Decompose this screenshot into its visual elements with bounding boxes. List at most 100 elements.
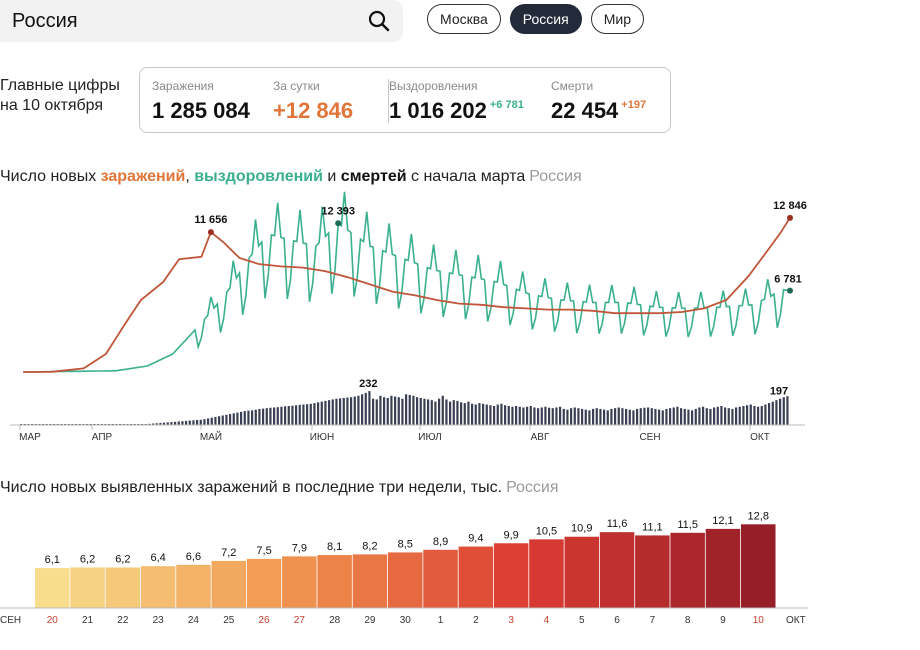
death-bar xyxy=(295,405,298,425)
death-bar xyxy=(412,395,415,425)
death-bar xyxy=(218,416,221,425)
annotation-label: 6 781 xyxy=(774,274,802,286)
death-bar xyxy=(320,401,323,425)
death-bar xyxy=(474,404,477,425)
death-bar xyxy=(284,406,287,425)
day-bar-value: 12,1 xyxy=(712,515,733,527)
title-infections-word: заражений xyxy=(100,168,186,185)
annotation-dot xyxy=(335,220,342,227)
month-label: МАР xyxy=(19,432,41,443)
death-bar xyxy=(621,408,624,425)
death-bar xyxy=(346,397,349,425)
stat-daily-label: За сутки xyxy=(273,79,320,93)
day-label: 2 xyxy=(473,615,479,626)
death-bar xyxy=(639,408,642,425)
day-bar-value: 7,5 xyxy=(256,545,271,557)
day-label: 8 xyxy=(685,615,691,626)
death-bar xyxy=(324,400,327,425)
day-bar xyxy=(493,543,529,608)
day-bar-value: 8,1 xyxy=(327,541,342,553)
death-bar xyxy=(383,397,386,425)
stat-daily: За сутки +12 846 xyxy=(273,79,353,124)
death-bar xyxy=(636,408,639,425)
death-bar xyxy=(441,395,444,425)
day-label: 9 xyxy=(720,615,726,626)
tab-world[interactable]: Мир xyxy=(590,4,644,34)
death-bar xyxy=(203,419,206,425)
month-label: АВГ xyxy=(531,432,550,443)
death-bar xyxy=(386,397,389,425)
death-bar xyxy=(551,408,554,425)
day-label: 26 xyxy=(258,615,270,626)
day-label: 22 xyxy=(117,615,129,626)
death-bar xyxy=(210,417,213,425)
month-label: ИЮЛ xyxy=(418,432,441,443)
search-icon[interactable] xyxy=(367,9,391,33)
death-bar xyxy=(625,408,628,425)
day-label: 4 xyxy=(544,615,550,626)
death-bar xyxy=(229,414,232,425)
death-bar xyxy=(533,407,536,425)
death-bar xyxy=(698,407,701,425)
death-bar xyxy=(742,406,745,425)
tab-russia[interactable]: Россия xyxy=(509,4,582,34)
death-bar xyxy=(423,398,426,425)
day-label: 10 xyxy=(753,615,765,626)
tab-moscow[interactable]: Москва xyxy=(427,4,501,34)
death-bar xyxy=(232,413,235,425)
day-bar-value: 7,2 xyxy=(221,547,236,559)
death-bar xyxy=(724,407,727,425)
day-bar-value: 6,1 xyxy=(45,554,60,566)
death-bar xyxy=(177,421,180,425)
death-bar xyxy=(405,394,408,425)
stat-infections: Заражения 1 285 084 xyxy=(152,79,250,124)
death-max-label: 197 xyxy=(770,386,788,398)
death-bar xyxy=(394,396,397,425)
death-bar xyxy=(581,408,584,425)
death-bar xyxy=(262,408,265,425)
search-input[interactable]: Россия xyxy=(12,10,78,32)
death-bar xyxy=(199,419,202,425)
death-bar xyxy=(496,404,499,425)
search-box[interactable]: Россия xyxy=(0,0,403,42)
daily-trend-chart: 232 197 МАР АПР МАЙ ИЮН ИЮЛ АВГ СЕН ОКТ 11 656 12 3… xyxy=(10,191,807,443)
death-bar xyxy=(548,407,551,425)
day-bar xyxy=(211,560,246,608)
annotation-dot xyxy=(207,229,214,236)
death-bar xyxy=(632,410,635,425)
death-bar xyxy=(493,406,496,425)
death-bar xyxy=(507,406,510,425)
death-bar xyxy=(163,422,166,425)
death-bar xyxy=(243,411,246,425)
three-weeks-title: Число новых выявленных заражений в после… xyxy=(0,479,503,496)
death-bar xyxy=(438,398,441,425)
day-label: 7 xyxy=(650,615,656,626)
death-bar xyxy=(416,397,419,425)
day-label: 23 xyxy=(153,615,165,626)
death-bar xyxy=(570,408,573,425)
month-label: ИЮН xyxy=(310,432,335,443)
death-bar xyxy=(328,400,331,425)
death-bar xyxy=(170,422,173,425)
day-bar-value: 7,9 xyxy=(292,542,307,554)
day-label: 27 xyxy=(294,615,306,626)
death-bar xyxy=(306,404,309,425)
title-deaths-word: смертей xyxy=(340,168,407,185)
day-bar-value: 6,4 xyxy=(151,552,166,564)
death-bar xyxy=(430,400,433,425)
death-bar xyxy=(166,422,169,425)
death-bar xyxy=(617,407,620,425)
death-max-label: 232 xyxy=(359,378,377,390)
death-bar xyxy=(159,422,162,425)
daily-chart-title: Число новых заражений, выздоровлений и с… xyxy=(0,168,582,186)
death-bar xyxy=(599,408,602,425)
death-bar xyxy=(555,407,558,425)
death-bar xyxy=(254,409,257,425)
death-bar xyxy=(760,406,763,425)
death-bar xyxy=(603,409,606,425)
death-bar xyxy=(775,400,778,425)
day-label: 5 xyxy=(579,615,585,626)
death-bar xyxy=(225,414,228,425)
death-bar xyxy=(735,407,738,425)
death-bar xyxy=(258,408,261,425)
